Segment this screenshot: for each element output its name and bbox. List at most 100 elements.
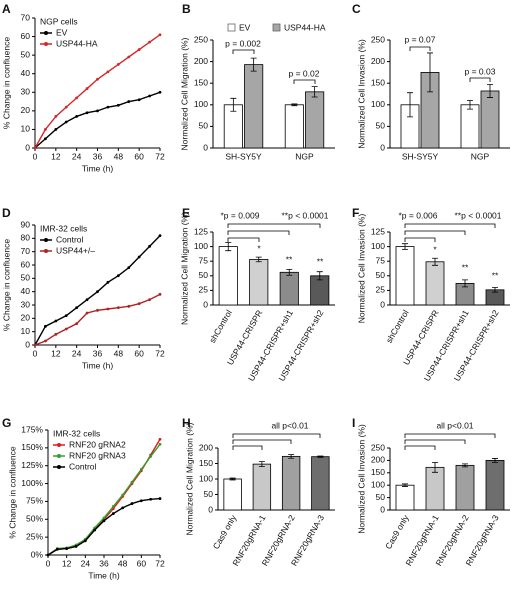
y-tick-label: 0 [203, 299, 208, 309]
bar [395, 484, 415, 511]
y-tick-label: 10 [21, 326, 31, 336]
point [116, 274, 120, 278]
error-bar [427, 52, 433, 93]
bracket [227, 230, 290, 235]
bar [281, 455, 301, 511]
x-axis-label: Time (h) [82, 163, 113, 173]
y-tick-label: 70 [21, 12, 31, 22]
point [148, 40, 151, 44]
annotation: p = 0.02 [289, 68, 320, 78]
point [130, 480, 134, 484]
y-tick-label: 40 [21, 68, 31, 78]
bar [480, 90, 500, 149]
error-bar [462, 279, 468, 288]
point [116, 63, 120, 66]
x-tick-label: 24 [81, 558, 91, 568]
y-axis-label: Normalized Cell Migration (%) [179, 37, 189, 150]
point [158, 234, 162, 238]
bracket [409, 46, 431, 51]
y-tick-label: 0 [25, 339, 30, 349]
legend-marker [57, 454, 61, 458]
point [137, 255, 141, 259]
bracket [469, 77, 491, 82]
annotation: *p = 0.009 [221, 210, 260, 220]
point [111, 505, 115, 508]
panel-letter: B [182, 2, 191, 16]
point [139, 499, 143, 503]
y-tick-label: 90 [21, 219, 31, 229]
bracket [227, 237, 260, 242]
x-tick-label: 12 [51, 348, 61, 358]
annotation: p = 0.03 [465, 66, 496, 76]
annotation: p = 0.07 [405, 34, 436, 44]
error-bar [432, 461, 438, 473]
point [127, 266, 131, 270]
legend-label: USP44-HA [284, 22, 326, 32]
bar [305, 91, 325, 149]
bracket [404, 445, 436, 450]
point [127, 304, 131, 308]
point [44, 128, 47, 131]
series-line [47, 497, 161, 556]
legend-marker [57, 443, 61, 447]
x-axis-label: Time (h) [82, 360, 113, 370]
annotation: **p < 0.0001 [454, 210, 501, 220]
error-bar [317, 455, 324, 458]
y-axis-label: Normalized Cell Migration (%) [179, 212, 189, 325]
point [148, 94, 151, 98]
y-tick-label: 100 [199, 473, 213, 483]
point [127, 55, 131, 59]
x-tick-label: 0 [33, 348, 38, 358]
y-tick-label: 30 [21, 299, 31, 309]
point [75, 96, 79, 100]
point [85, 111, 89, 115]
point [96, 109, 99, 113]
point [64, 105, 68, 109]
legend-marker [44, 42, 48, 46]
annotation: * [433, 244, 437, 254]
error-bar [225, 242, 232, 252]
bracket [404, 230, 466, 235]
error-bar [286, 268, 293, 276]
y-tick-label: 60 [21, 31, 31, 41]
point [44, 324, 47, 328]
y-tick-label: 25% [26, 531, 43, 541]
point [85, 87, 89, 90]
y-tick-label: 250 [371, 442, 385, 452]
bracket [404, 433, 496, 438]
point [158, 292, 162, 296]
y-tick-label: 75% [26, 496, 43, 506]
y-tick-label: 50 [199, 270, 209, 280]
bar [223, 478, 242, 511]
point [158, 437, 162, 441]
y-tick-label: 50 [376, 121, 386, 131]
x-tick-label: 24 [72, 348, 82, 358]
bracket [293, 79, 316, 84]
y-tick-label: 150 [194, 77, 208, 87]
annotation: ** [462, 262, 469, 272]
point [74, 545, 78, 548]
point [116, 306, 120, 310]
point [33, 343, 37, 347]
x-tick-label: 72 [155, 348, 165, 358]
bar [249, 259, 269, 306]
error-bar [230, 97, 237, 112]
point [106, 70, 110, 74]
annotation: ** [492, 270, 499, 280]
y-tick-label: 30 [21, 87, 31, 97]
x-axis-label: Time (h) [88, 570, 119, 580]
x-tick-label: RNF20gRNA-3 [463, 513, 500, 568]
y-tick-label: 150 [199, 458, 213, 468]
bracket [404, 223, 496, 228]
point [54, 332, 58, 336]
y-axis-label: % Change in confluence [1, 239, 11, 331]
annotation: ** [317, 256, 324, 266]
bar [218, 246, 238, 306]
y-axis-label: Normalized Cell Invasion (%) [356, 424, 366, 534]
y-tick-label: 25 [376, 285, 386, 295]
x-tick-label: SH-SY5Y [225, 151, 262, 161]
legend-marker [44, 31, 48, 35]
legend-label: USP44+/– [56, 245, 95, 255]
y-tick-label: 100% [21, 478, 43, 488]
bar [252, 463, 272, 511]
